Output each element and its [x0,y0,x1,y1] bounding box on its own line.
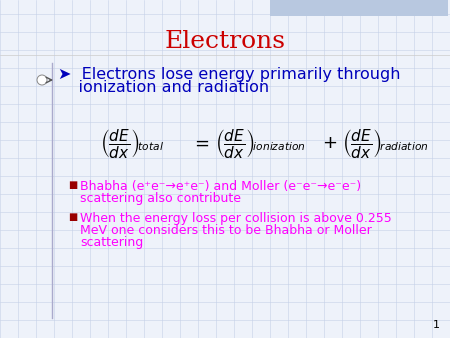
Text: When the energy loss per collision is above 0.255: When the energy loss per collision is ab… [80,212,392,225]
Text: scattering: scattering [80,236,143,249]
Circle shape [37,75,47,85]
Text: $\left(\dfrac{dE}{dx}\right)_{\!\mathit{ionization}}$: $\left(\dfrac{dE}{dx}\right)_{\!\mathit{… [215,126,306,160]
Text: ■: ■ [68,212,77,222]
Text: MeV one considers this to be Bhabha or Moller: MeV one considers this to be Bhabha or M… [80,224,372,237]
Text: ionization and radiation: ionization and radiation [58,80,269,95]
Text: scattering also contribute: scattering also contribute [80,192,241,205]
FancyBboxPatch shape [270,0,448,16]
Text: ➤  Electrons lose energy primarily through: ➤ Electrons lose energy primarily throug… [58,67,400,82]
Text: $+$: $+$ [323,134,338,152]
Text: $=$: $=$ [191,134,209,152]
Text: Electrons: Electrons [165,30,285,53]
Text: Bhabha (e⁺e⁻→e⁺e⁻) and Moller (e⁻e⁻→e⁻e⁻): Bhabha (e⁺e⁻→e⁺e⁻) and Moller (e⁻e⁻→e⁻e⁻… [80,180,361,193]
Text: ■: ■ [68,180,77,190]
Text: 1: 1 [433,320,440,330]
Text: $\left(\dfrac{dE}{dx}\right)_{\!\mathit{radiation}}$: $\left(\dfrac{dE}{dx}\right)_{\!\mathit{… [342,126,429,160]
Text: $\left(\dfrac{dE}{dx}\right)_{\!\mathit{total}}$: $\left(\dfrac{dE}{dx}\right)_{\!\mathit{… [100,126,164,160]
